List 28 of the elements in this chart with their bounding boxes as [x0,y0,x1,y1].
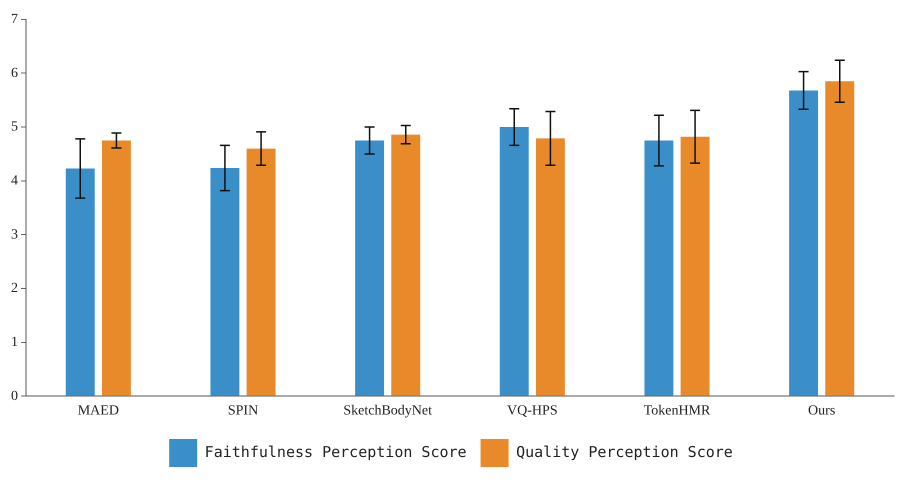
y-tick-label: 7 [11,12,18,28]
bar [825,81,854,396]
legend-label: Faithfulness Perception Score [204,442,467,461]
bar [391,134,420,396]
y-tick-label: 2 [11,281,18,296]
legend-label: Quality Perception Score [516,442,733,461]
x-tick-label: TokenHMR [644,403,712,418]
bar [789,90,818,396]
bar [66,168,95,396]
y-tick-label: 1 [11,335,18,350]
bar [644,140,674,396]
bar [355,140,384,396]
y-tick-label: 5 [11,120,18,135]
x-tick-label: MAED [78,403,119,418]
bar [246,148,276,396]
x-tick-label: Ours [808,403,836,418]
y-tick-label: 4 [11,174,18,189]
bar [680,136,710,396]
x-tick-label: SketchBodyNet [343,403,432,418]
bar [210,168,240,396]
bar [102,140,131,396]
bar [536,138,565,396]
y-tick-label: 0 [11,388,18,404]
x-tick-label: SPIN [228,403,258,418]
y-tick-label: 6 [11,66,18,81]
x-tick-label: VQ-HPS [507,403,558,418]
bar [500,127,529,396]
y-tick-label: 3 [11,227,18,242]
